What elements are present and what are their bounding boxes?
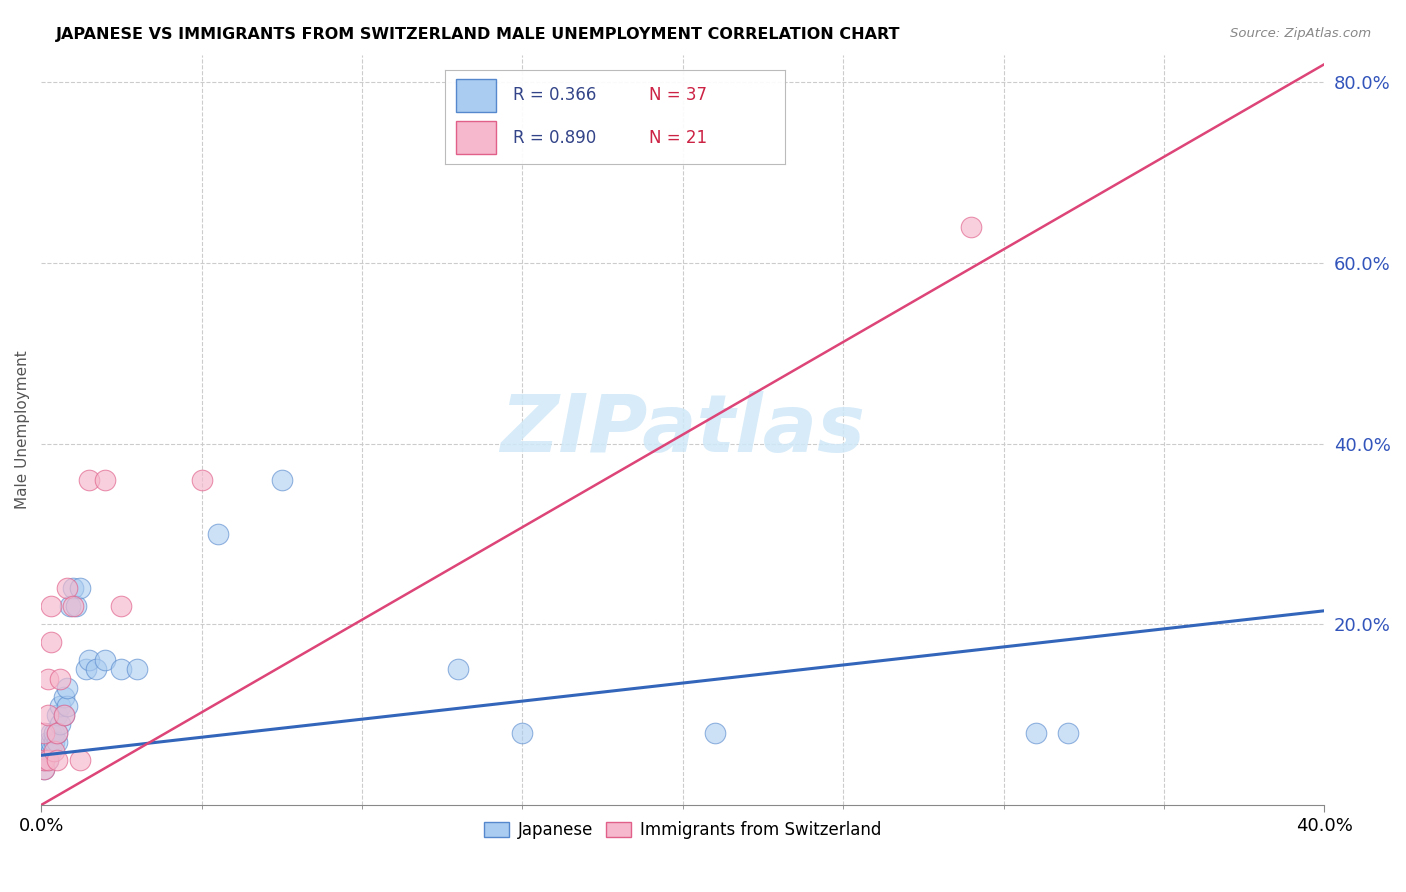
Point	[39, 635, 62, 649]
Point	[270, 473, 292, 487]
Point	[62, 581, 84, 595]
Point	[75, 663, 97, 677]
Point	[207, 527, 229, 541]
Point	[37, 735, 59, 749]
Point	[46, 735, 69, 749]
Point	[49, 672, 72, 686]
Point	[46, 725, 69, 739]
Point	[703, 725, 725, 739]
Point	[110, 663, 132, 677]
Text: ZIPatlas: ZIPatlas	[501, 391, 865, 469]
Point	[42, 735, 65, 749]
Point	[69, 581, 91, 595]
Legend: Japanese, Immigrants from Switzerland: Japanese, Immigrants from Switzerland	[478, 814, 887, 846]
Point	[49, 716, 72, 731]
Point	[46, 753, 69, 767]
Point	[42, 725, 65, 739]
Point	[55, 681, 77, 695]
Point	[1056, 725, 1078, 739]
Point	[34, 753, 56, 767]
Point	[52, 707, 75, 722]
Point	[39, 744, 62, 758]
Point	[94, 473, 117, 487]
Point	[55, 581, 77, 595]
Point	[55, 698, 77, 713]
Point	[512, 725, 534, 739]
Point	[94, 653, 117, 667]
Point	[46, 707, 69, 722]
Point	[52, 690, 75, 704]
Point	[39, 599, 62, 614]
Point	[127, 663, 149, 677]
Point	[34, 725, 56, 739]
Point	[77, 473, 100, 487]
Point	[37, 707, 59, 722]
Point	[34, 762, 56, 776]
Point	[190, 473, 212, 487]
Point	[110, 599, 132, 614]
Point	[1025, 725, 1047, 739]
Point	[59, 599, 82, 614]
Text: Source: ZipAtlas.com: Source: ZipAtlas.com	[1230, 27, 1371, 40]
Point	[46, 725, 69, 739]
Point	[77, 653, 100, 667]
Point	[34, 744, 56, 758]
Point	[37, 672, 59, 686]
Point	[447, 663, 470, 677]
Point	[62, 599, 84, 614]
Y-axis label: Male Unemployment: Male Unemployment	[15, 351, 30, 509]
Point	[52, 707, 75, 722]
Point	[39, 725, 62, 739]
Point	[37, 753, 59, 767]
Point	[84, 663, 107, 677]
Point	[37, 753, 59, 767]
Point	[49, 698, 72, 713]
Point	[42, 744, 65, 758]
Point	[960, 219, 983, 234]
Point	[34, 762, 56, 776]
Point	[37, 744, 59, 758]
Text: JAPANESE VS IMMIGRANTS FROM SWITZERLAND MALE UNEMPLOYMENT CORRELATION CHART: JAPANESE VS IMMIGRANTS FROM SWITZERLAND …	[56, 27, 901, 42]
Point	[69, 753, 91, 767]
Point	[65, 599, 87, 614]
Point	[34, 753, 56, 767]
Point	[39, 735, 62, 749]
